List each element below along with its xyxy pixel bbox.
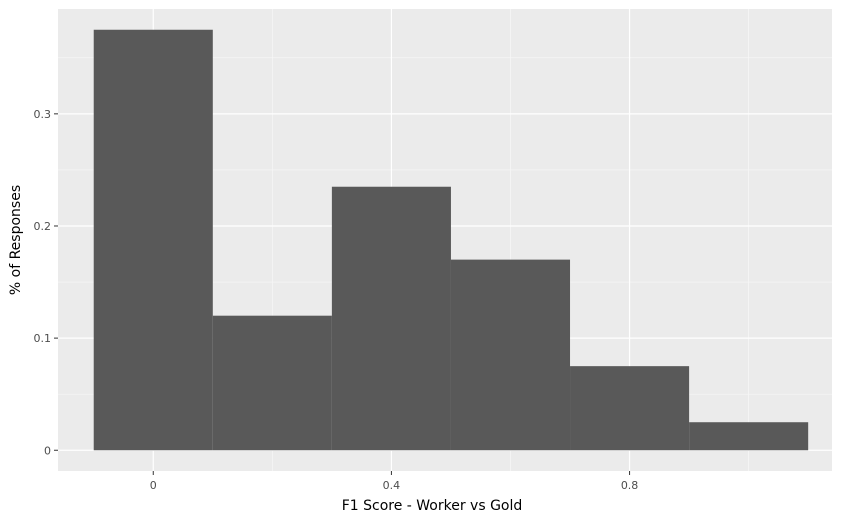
y-tick-label: 0.2 [34,220,52,233]
x-tick-label: 0.4 [383,479,401,492]
y-axis-title: % of Responses [8,185,24,295]
histogram-bar [93,29,213,451]
x-axis-title: F1 Score - Worker vs Gold [342,498,523,514]
histogram-bar [212,315,332,451]
y-tick-label: 0.1 [34,332,52,345]
x-tick-label: 0.8 [621,479,639,492]
y-axis-ticks: 0 0.1 0.2 0.3 [34,108,58,457]
y-tick-label: 0.3 [34,108,52,121]
y-tick-label: 0 [44,444,51,457]
histogram-bar [689,422,809,451]
histogram-bar [450,259,571,451]
x-axis-ticks: 0 0.4 0.8 [150,471,639,492]
histogram-bar [331,186,451,451]
x-tick-label: 0 [150,479,157,492]
histogram-bars [93,29,809,451]
histogram-bar [570,366,690,451]
